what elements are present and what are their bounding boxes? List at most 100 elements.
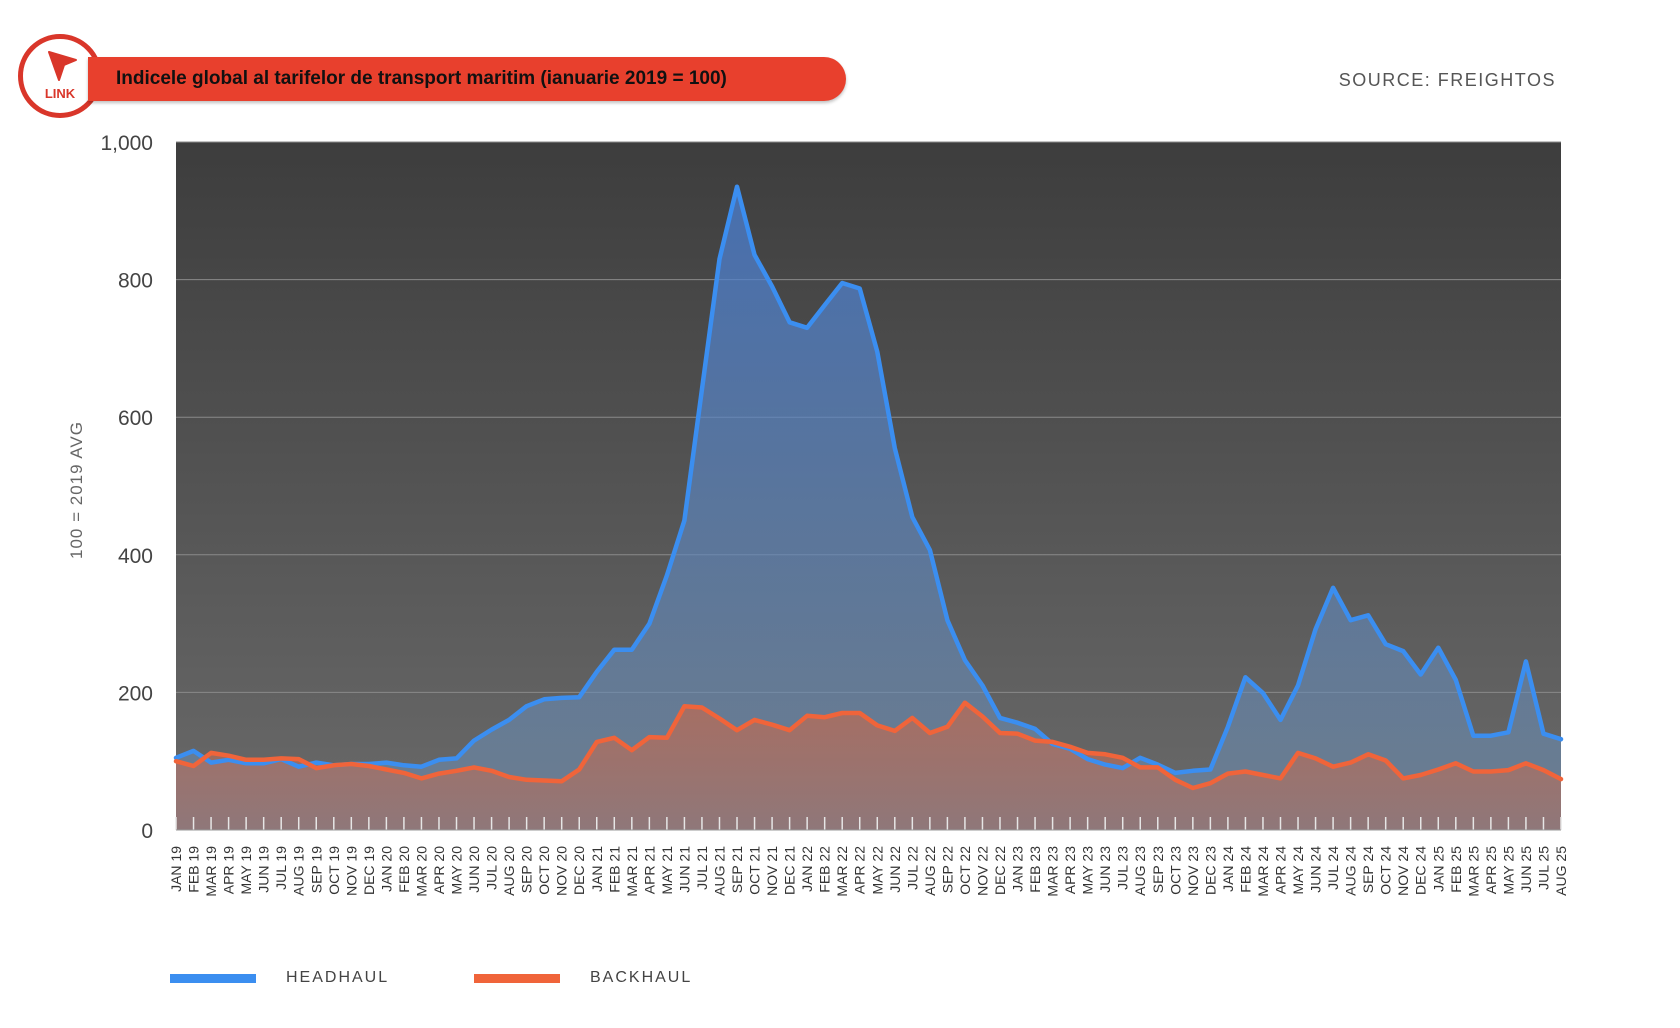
y-tick-label: 400 [118, 545, 153, 568]
x-tick-label: SEP 22 [939, 846, 955, 893]
x-tick-label: FEB 23 [1027, 846, 1043, 893]
x-tick-label: JAN 20 [378, 846, 394, 892]
y-tick-label: 600 [118, 407, 153, 430]
x-tick-label: APR 21 [641, 846, 657, 894]
x-tick-label: JUL 20 [484, 846, 500, 890]
x-tick-label: APR 23 [1062, 846, 1078, 894]
link-label: LINK [44, 86, 76, 101]
x-tick-label: MAR 20 [413, 846, 429, 897]
x-tick-label: JUL 22 [904, 846, 920, 890]
source-label: SOURCE: FREIGHTOS [1338, 70, 1556, 90]
x-tick-label: DEC 19 [361, 846, 377, 895]
x-tick-label: MAR 23 [1045, 846, 1061, 897]
x-tick-label: JUL 24 [1325, 846, 1341, 890]
x-tick-label: DEC 23 [1202, 846, 1218, 895]
x-tick-label: JAN 22 [799, 846, 815, 892]
x-tick-label: JUN 19 [256, 846, 272, 893]
x-tick-label: AUG 20 [501, 846, 517, 896]
x-tick-label: SEP 23 [1150, 846, 1166, 893]
backhaul-line [173, 700, 1564, 791]
x-tick-label: JUN 20 [466, 846, 482, 893]
backhaul-swatch [474, 973, 560, 983]
x-tick-label: FEB 20 [396, 846, 412, 893]
headhaul-swatch [170, 973, 256, 983]
headhaul-area [176, 186, 1561, 830]
chart-title: Indicele global al tarifelor de transpor… [116, 68, 727, 89]
x-tick-label: APR 24 [1272, 846, 1288, 894]
x-tick-label: MAR 24 [1255, 846, 1271, 897]
x-tick-label: NOV 24 [1395, 846, 1411, 896]
x-tick-label: MAY 24 [1290, 846, 1306, 895]
y-tick-label: 1,000 [100, 132, 153, 155]
x-tick-label: FEB 19 [186, 846, 202, 893]
x-tick-label: FEB 22 [817, 846, 833, 893]
x-tick-label: DEC 22 [992, 846, 1008, 895]
x-tick-label: MAR 19 [203, 846, 219, 897]
x-tick-label: OCT 19 [326, 846, 342, 895]
x-tick-label: AUG 22 [922, 846, 938, 896]
x-tick-label: AUG 19 [291, 846, 307, 896]
x-tick-label: DEC 20 [571, 846, 587, 895]
legend-item-backhaul: BACKHAUL [474, 968, 692, 988]
x-tick-label: JUN 21 [676, 846, 692, 893]
x-tick-label: AUG 21 [711, 846, 727, 896]
x-tick-label: NOV 23 [1185, 846, 1201, 896]
x-tick-label: APR 20 [431, 846, 447, 894]
x-tick-label: OCT 24 [1378, 846, 1394, 895]
x-tick-label: JAN 24 [1220, 846, 1236, 892]
x-tick-label: DEC 21 [782, 846, 798, 895]
x-tick-label: AUG 23 [1132, 846, 1148, 896]
x-tick-label: OCT 22 [957, 846, 973, 895]
x-tick-label: APR 25 [1483, 846, 1499, 894]
x-tick-label: OCT 21 [747, 846, 763, 895]
x-tick-label: SEP 24 [1360, 846, 1376, 893]
x-tick-label: NOV 19 [343, 846, 359, 896]
x-tick-label: AUG 24 [1343, 846, 1359, 896]
x-tick-label: DEC 24 [1413, 846, 1429, 895]
x-tick-label: MAY 25 [1500, 846, 1516, 895]
y-axis-title: 100 = 2019 AVG [67, 421, 86, 559]
x-tick-label: MAY 23 [1080, 846, 1096, 895]
x-tick-label: JUL 25 [1535, 846, 1551, 890]
x-tick-label: APR 22 [852, 846, 868, 894]
x-tick-label: JAN 19 [168, 846, 184, 892]
x-tick-label: MAY 22 [869, 846, 885, 895]
x-tick-label: JAN 23 [1010, 846, 1026, 892]
x-tick-label: JUL 19 [273, 846, 289, 890]
y-tick-label: 200 [118, 682, 153, 705]
x-tick-label: JAN 25 [1430, 846, 1446, 892]
x-tick-label: MAY 19 [238, 846, 254, 895]
x-tick-label: OCT 20 [536, 846, 552, 895]
x-tick-label: MAY 20 [449, 846, 465, 895]
x-tick-label: JUL 23 [1115, 846, 1131, 890]
x-tick-label: AUG 25 [1553, 846, 1569, 896]
x-tick-label: FEB 24 [1237, 846, 1253, 893]
x-tick-label: OCT 23 [1167, 846, 1183, 895]
x-tick-label: NOV 21 [764, 846, 780, 896]
title-bar: Indicele global al tarifelor de transpor… [88, 57, 846, 101]
backhaul-area [176, 702, 1561, 830]
x-tick-label: JUN 22 [887, 846, 903, 893]
x-tick-label: SEP 20 [519, 846, 535, 893]
x-tick-label: SEP 21 [729, 846, 745, 893]
y-tick-label: 800 [118, 270, 153, 293]
x-tick-label: JUN 23 [1097, 846, 1113, 893]
x-tick-label: MAY 21 [659, 846, 675, 895]
legend-label-headhaul: HEADHAUL [286, 969, 390, 986]
x-tick-label: JUN 24 [1308, 846, 1324, 893]
x-tick-label: JAN 21 [589, 846, 605, 892]
x-tick-label: NOV 22 [974, 846, 990, 896]
x-tick-label: SEP 19 [308, 846, 324, 893]
x-tick-label: JUL 21 [694, 846, 710, 890]
legend-label-backhaul: BACKHAUL [590, 969, 693, 986]
x-tick-label: NOV 20 [554, 846, 570, 896]
headhaul-line [173, 184, 1564, 776]
x-tick-label: MAR 21 [624, 846, 640, 897]
cursor-arrow-icon [48, 51, 77, 81]
x-tick-label: MAR 25 [1465, 846, 1481, 897]
x-tick-label: MAR 22 [834, 846, 850, 897]
x-tick-label: FEB 25 [1448, 846, 1464, 893]
x-tick-label: JUN 25 [1518, 846, 1534, 893]
x-tick-label: FEB 21 [606, 846, 622, 893]
